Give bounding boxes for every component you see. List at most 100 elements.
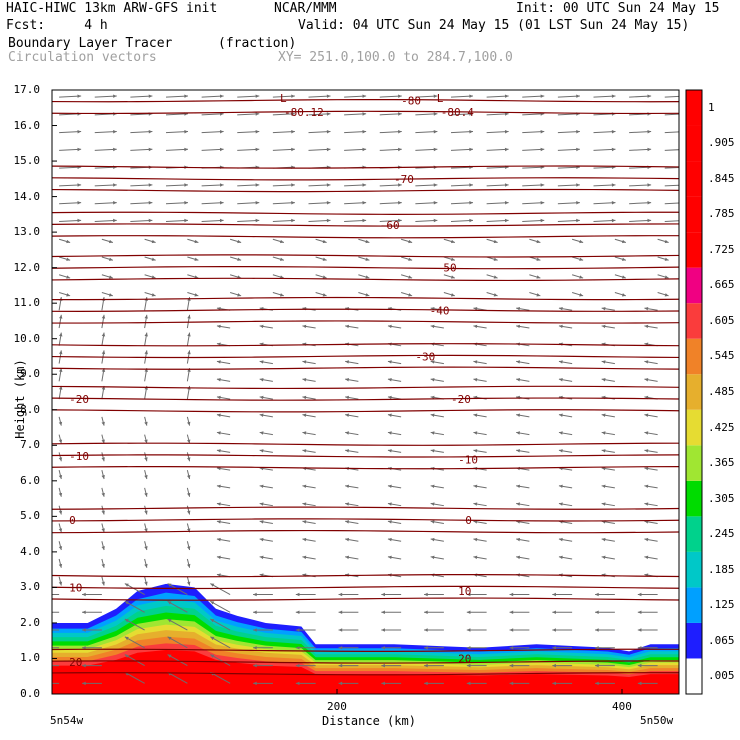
temperature-contour <box>52 320 679 324</box>
y-tick-label: 7.0 <box>20 438 40 452</box>
circulation-vector <box>629 219 652 222</box>
circulation-vector <box>165 95 189 98</box>
vector-arrowhead <box>621 257 626 261</box>
header-center: NCAR/MMM <box>274 1 337 16</box>
vector-arrowhead <box>259 484 264 489</box>
vector-arrowhead <box>433 218 438 223</box>
vector-arrowhead <box>302 555 307 560</box>
circulation-vector <box>59 184 82 187</box>
vector-arrowhead <box>338 628 343 632</box>
colorbar-segment <box>686 232 702 268</box>
vector-arrowhead <box>326 129 331 134</box>
vector-arrowhead <box>424 610 428 615</box>
vector-arrowhead <box>611 218 616 223</box>
circulation-vector <box>557 95 580 98</box>
y-tick-label: 4.0 <box>20 544 40 558</box>
vector-arrowhead <box>469 112 473 116</box>
vector-arrowhead <box>387 537 392 542</box>
vector-arrowhead <box>148 94 153 98</box>
vector-arrowhead <box>647 147 652 152</box>
vector-arrowhead <box>253 681 257 686</box>
circulation-vector <box>450 219 474 222</box>
vector-arrowhead <box>509 592 514 597</box>
circulation-vector <box>344 148 367 151</box>
vector-arrowhead <box>255 218 260 223</box>
vector-arrowhead <box>540 201 545 205</box>
vector-arrowhead <box>611 129 616 134</box>
circulation-vector <box>130 184 153 187</box>
circulation-vector <box>237 219 260 222</box>
x-tick-label: 200 <box>327 700 347 713</box>
circulation-vector <box>210 600 231 613</box>
circulation-vector <box>486 166 509 169</box>
vector-arrowhead <box>516 484 521 489</box>
vector-arrowhead <box>113 94 117 98</box>
colorbar-label: .425 <box>708 420 735 434</box>
vector-arrowhead <box>253 628 257 632</box>
vector-arrowhead <box>430 484 435 489</box>
circulation-vector <box>308 202 331 205</box>
vector-arrowhead <box>493 293 498 297</box>
vector-arrowhead <box>601 306 606 311</box>
circulation-vector <box>522 202 545 205</box>
vector-arrowhead <box>187 475 191 479</box>
vector-arrowhead <box>187 581 191 586</box>
circulation-vector <box>201 219 224 222</box>
vector-arrowhead <box>516 413 521 417</box>
vector-arrowhead <box>151 257 156 261</box>
x-axis-left-endpoint: 5n54w <box>50 714 84 727</box>
vector-arrowhead <box>595 610 599 615</box>
vector-arrowhead <box>611 183 616 187</box>
vector-arrowhead <box>473 360 478 364</box>
vector-arrowhead <box>187 563 191 568</box>
colorbar-label: .785 <box>708 207 735 221</box>
vector-arrowhead <box>362 201 367 205</box>
vector-arrowhead <box>433 112 438 116</box>
temperature-contour <box>52 660 679 664</box>
circulation-vector <box>272 113 295 116</box>
vector-arrowhead <box>595 646 599 650</box>
vector-arrowhead <box>398 218 402 223</box>
temperature-contour <box>52 296 679 301</box>
vector-arrowhead <box>647 218 652 223</box>
circulation-vector <box>522 166 545 169</box>
contour-label: 10 <box>69 581 82 594</box>
vector-arrowhead <box>295 628 300 632</box>
colorbar-label: .365 <box>708 456 735 470</box>
circulation-vector <box>308 184 331 187</box>
vector-arrowhead <box>387 378 392 382</box>
vector-arrowhead <box>595 628 599 632</box>
vector-arrowhead <box>637 592 642 597</box>
circulation-vector <box>167 636 188 649</box>
vector-arrowhead <box>219 183 224 187</box>
temperature-contour <box>52 466 679 470</box>
vector-arrowhead <box>302 520 307 524</box>
vector-arrowhead <box>144 332 148 337</box>
vector-arrowhead <box>424 592 428 597</box>
circulation-vector <box>272 131 295 134</box>
vector-arrowhead <box>450 239 455 244</box>
circulation-vector <box>450 202 474 205</box>
temperature-contour <box>52 110 679 115</box>
vector-arrowhead <box>259 502 264 506</box>
vector-arrowhead <box>644 449 649 453</box>
vector-arrowhead <box>326 147 331 152</box>
vector-arrowhead <box>151 239 156 244</box>
vector-arrowhead <box>424 646 428 650</box>
vector-arrowhead <box>540 147 545 152</box>
circulation-vector <box>593 166 616 169</box>
vector-arrowhead <box>387 413 392 417</box>
vector-arrowhead <box>77 218 82 223</box>
colorbar-segment <box>686 338 702 375</box>
vector-arrowhead <box>552 610 556 615</box>
vector-arrowhead <box>644 360 649 364</box>
vector-arrowhead <box>536 239 541 244</box>
vector-arrowhead <box>219 129 224 134</box>
vector-arrowhead <box>536 293 541 297</box>
circulation-vector <box>237 202 260 205</box>
vector-arrowhead <box>216 324 221 329</box>
vector-arrowhead <box>611 94 616 98</box>
circulation-vector <box>272 202 295 205</box>
colorbar-segment <box>686 480 702 517</box>
vector-arrowhead <box>536 275 541 279</box>
